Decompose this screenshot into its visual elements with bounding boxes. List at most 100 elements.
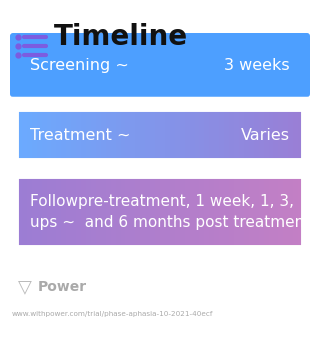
Bar xyxy=(175,172,180,252)
Bar xyxy=(219,105,225,165)
Bar xyxy=(46,105,52,165)
Bar xyxy=(274,172,279,252)
Bar xyxy=(229,172,235,252)
Bar xyxy=(22,172,27,252)
Bar xyxy=(249,105,254,165)
Bar xyxy=(131,105,136,165)
Bar xyxy=(268,105,274,165)
Bar xyxy=(264,105,269,165)
Bar xyxy=(42,172,47,252)
Bar xyxy=(32,105,37,165)
Bar xyxy=(121,172,126,252)
Bar xyxy=(264,172,269,252)
Bar xyxy=(244,105,249,165)
Bar xyxy=(254,105,259,165)
Bar xyxy=(199,105,205,165)
Bar xyxy=(195,172,200,252)
Bar xyxy=(209,105,215,165)
Bar xyxy=(56,172,62,252)
Bar xyxy=(224,172,229,252)
Bar xyxy=(150,172,156,252)
Bar xyxy=(86,105,92,165)
Bar xyxy=(116,172,121,252)
Text: Power: Power xyxy=(38,280,87,294)
Text: ▽: ▽ xyxy=(18,278,32,296)
Bar xyxy=(81,172,86,252)
Bar xyxy=(298,105,304,165)
FancyBboxPatch shape xyxy=(10,33,310,97)
Bar xyxy=(214,172,220,252)
Bar xyxy=(274,105,279,165)
Bar xyxy=(17,105,22,165)
Bar xyxy=(101,172,106,252)
Bar xyxy=(204,105,210,165)
Bar xyxy=(283,105,289,165)
Bar xyxy=(209,172,215,252)
Bar xyxy=(239,105,244,165)
Bar xyxy=(145,172,151,252)
Bar xyxy=(27,105,32,165)
Bar xyxy=(17,172,22,252)
Bar xyxy=(278,172,284,252)
Bar xyxy=(180,105,185,165)
Bar xyxy=(125,172,131,252)
Bar xyxy=(288,105,294,165)
Bar xyxy=(27,172,32,252)
Text: Treatment ~: Treatment ~ xyxy=(30,127,131,143)
Bar xyxy=(303,172,308,252)
Bar xyxy=(46,172,52,252)
Bar xyxy=(61,105,67,165)
Bar xyxy=(160,105,165,165)
Bar xyxy=(239,172,244,252)
Bar xyxy=(76,105,82,165)
Bar xyxy=(131,172,136,252)
Bar xyxy=(224,105,229,165)
Bar xyxy=(106,105,111,165)
Text: Timeline: Timeline xyxy=(54,23,188,51)
Bar xyxy=(81,105,86,165)
Bar xyxy=(229,105,235,165)
Bar xyxy=(293,172,299,252)
Bar xyxy=(56,105,62,165)
Bar xyxy=(170,105,175,165)
Bar xyxy=(66,105,72,165)
Bar xyxy=(175,105,180,165)
Bar xyxy=(160,172,165,252)
Bar xyxy=(283,172,289,252)
Bar xyxy=(259,105,264,165)
Bar xyxy=(214,105,220,165)
Bar xyxy=(244,172,249,252)
Bar xyxy=(259,172,264,252)
Bar xyxy=(234,172,239,252)
Bar xyxy=(185,172,190,252)
Bar xyxy=(52,172,57,252)
Bar xyxy=(111,105,116,165)
Bar xyxy=(71,172,76,252)
Bar xyxy=(195,105,200,165)
Bar xyxy=(12,105,17,165)
Bar xyxy=(52,105,57,165)
Bar xyxy=(66,172,72,252)
Bar xyxy=(61,172,67,252)
Bar xyxy=(37,172,42,252)
Bar xyxy=(165,105,170,165)
Bar xyxy=(249,172,254,252)
Bar xyxy=(12,172,17,252)
Bar xyxy=(91,105,96,165)
Bar xyxy=(219,172,225,252)
Bar xyxy=(86,172,92,252)
Bar xyxy=(199,172,205,252)
Bar xyxy=(145,105,151,165)
Text: 3 weeks: 3 weeks xyxy=(224,58,290,73)
Bar xyxy=(37,105,42,165)
Bar xyxy=(155,172,161,252)
Bar xyxy=(185,105,190,165)
Text: www.withpower.com/trial/phase-aphasia-10-2021-40ecf: www.withpower.com/trial/phase-aphasia-10… xyxy=(12,311,213,317)
Text: Varies: Varies xyxy=(241,127,290,143)
Bar xyxy=(140,172,146,252)
Bar xyxy=(140,105,146,165)
Bar xyxy=(278,105,284,165)
Bar xyxy=(254,172,259,252)
Bar xyxy=(106,172,111,252)
Bar xyxy=(22,105,27,165)
